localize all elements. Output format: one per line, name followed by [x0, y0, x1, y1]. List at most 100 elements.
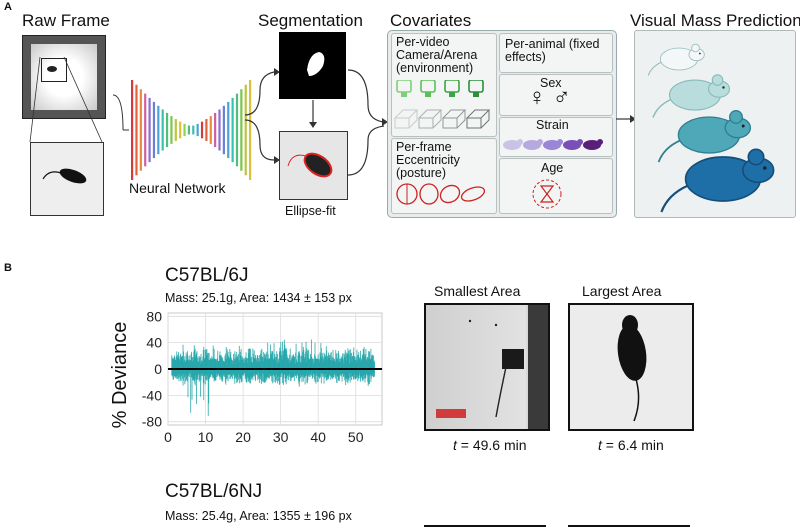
nn-layer-bar — [196, 123, 199, 137]
strain2-photo-top-right — [568, 525, 690, 532]
time-variable: t — [598, 437, 602, 453]
x-tick-label: 40 — [310, 429, 326, 445]
nn-layer-bar — [192, 125, 195, 135]
deviance-series — [171, 339, 375, 416]
nn-layer-bar — [249, 80, 252, 180]
camera-stand — [425, 92, 431, 97]
nn-layer-bar — [205, 119, 208, 141]
predicted-mouse-icon — [657, 110, 752, 163]
nn-layer-bar — [183, 123, 186, 137]
strain-box — [499, 117, 613, 157]
y-tick-label: 80 — [146, 308, 162, 324]
nn-layer-bar — [179, 121, 182, 139]
nn-layer-bar — [139, 89, 142, 171]
strain-mouse-icon — [503, 140, 521, 150]
largest-area-time: t = 6.4 min — [598, 437, 664, 453]
x-tick-label: 50 — [348, 429, 364, 445]
nn-layer-bar — [131, 80, 134, 180]
per-animal-label: Per-animal (fixed effects) — [505, 37, 600, 64]
predicted-mouse-icon — [647, 43, 705, 76]
covariates-title: Covariates — [390, 11, 472, 30]
zoom-lines — [29, 56, 103, 143]
panel-b-label: B — [4, 262, 12, 274]
strain-mouse-icon — [523, 140, 541, 150]
y-tick-label: 40 — [146, 335, 162, 351]
camera-stand — [449, 92, 455, 97]
camera-icon — [444, 80, 460, 93]
sex-label: Sex — [540, 76, 562, 90]
camera-stand — [473, 92, 479, 97]
largest-time-value: = 6.4 min — [605, 437, 664, 453]
eccentricity-icons — [396, 183, 486, 205]
nn-layer-bar — [222, 105, 225, 155]
per-video-label: Per-video Camera/Arena (environment) — [396, 35, 478, 75]
nn-layer-bar — [174, 119, 177, 141]
y-tick-label: -80 — [142, 414, 162, 430]
nn-layer-bar — [157, 105, 160, 155]
nn-layer-bar — [214, 112, 217, 148]
nn-layer-bar — [240, 89, 243, 171]
per-animal-box — [499, 33, 613, 73]
arena-icon — [417, 109, 443, 129]
y-tick-label: -40 — [142, 387, 162, 403]
largest-area-label: Largest Area — [582, 283, 662, 299]
segmentation-mask-image — [279, 32, 346, 99]
nn-layer-bar — [165, 112, 169, 148]
sex-symbols: ♀ ♂ — [528, 84, 571, 111]
raw-frame-image — [22, 35, 106, 119]
strain-mice-icons — [503, 139, 603, 150]
nn-layer-bar — [218, 109, 221, 151]
strain-mouse-icon — [583, 140, 601, 150]
neural-network-diagram — [112, 80, 252, 180]
per-frame-label: Per-frame Eccentricity (posture) — [396, 140, 460, 180]
x-tick-label: 10 — [198, 429, 214, 445]
nn-layer-bar — [244, 84, 247, 176]
raw-frame-title: Raw Frame — [22, 11, 110, 30]
cov-to-prediction-arrow — [616, 115, 636, 123]
predicted-mouse-icon — [660, 148, 775, 213]
camera-icon — [396, 80, 412, 93]
prediction-box — [634, 30, 796, 218]
deviance-chart: 0 10 20 30 40 50 80 40 0 -40 -80 % Deviance — [109, 308, 383, 445]
neural-network-label: Neural Network — [129, 180, 226, 196]
nn-layer-bar — [144, 93, 147, 167]
camera-icon — [468, 80, 484, 93]
y-tick-label: 0 — [154, 361, 162, 377]
nn-layer-bar — [135, 84, 138, 176]
nn-layer-bar — [231, 97, 234, 163]
smallest-area-time: t = 49.6 min — [453, 437, 527, 453]
strain-mouse-head — [517, 139, 523, 145]
time-variable: t — [453, 437, 457, 453]
strain2-name: C57BL/6NJ — [165, 481, 263, 502]
strain-mouse-head — [537, 139, 543, 145]
camera-stand — [401, 92, 407, 97]
largest-area-photo — [568, 303, 694, 431]
nn-layer-bar — [161, 109, 164, 151]
nn-layer-bar — [152, 101, 156, 159]
seg-to-cov-arrows — [347, 69, 388, 176]
nn-layer-bar — [148, 97, 151, 163]
strain1-name: C57BL/6J — [165, 265, 249, 286]
zoomed-crop-image — [30, 142, 104, 216]
nn-layer-bar — [235, 93, 239, 167]
smallest-time-value: = 49.6 min — [460, 437, 527, 453]
visual-mass-prediction-title: Visual Mass Prediction — [630, 11, 800, 30]
sex-box — [499, 74, 613, 116]
x-tick-label: 30 — [273, 429, 289, 445]
nn-layer-bar — [187, 125, 191, 135]
arena-icon — [465, 109, 491, 129]
strain-mouse-head — [557, 139, 563, 145]
nn-layer-bar — [227, 101, 230, 159]
seg-down-arrow — [309, 100, 317, 128]
smallest-area-photo — [424, 303, 550, 431]
panel-a-label: A — [4, 1, 12, 13]
nn-layer-bar — [209, 116, 212, 144]
ellipse-fit-image — [279, 131, 348, 200]
strain-label: Strain — [536, 118, 569, 132]
strain-mouse-icon — [563, 140, 581, 150]
strain-mouse-head — [577, 139, 583, 145]
nn-layer-bar — [200, 121, 204, 139]
strain-mouse-head — [597, 139, 603, 145]
strain2-stats: Mass: 25.4g, Area: 1355 ± 196 px — [165, 509, 352, 523]
strain2-photo-top-left — [424, 525, 546, 532]
